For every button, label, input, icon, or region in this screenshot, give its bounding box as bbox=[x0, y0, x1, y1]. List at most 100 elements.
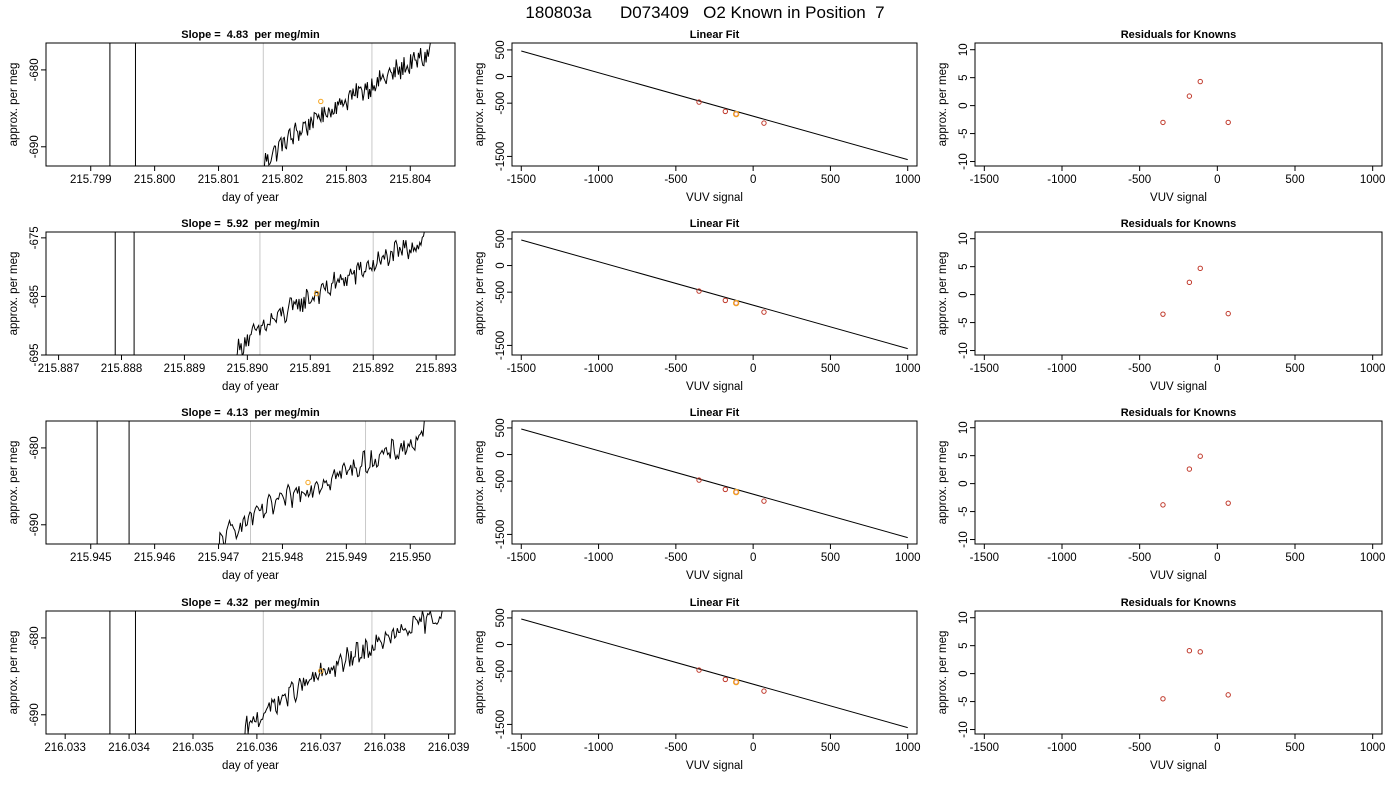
plot-frame bbox=[45, 231, 456, 356]
signal-trace bbox=[236, 232, 425, 355]
y-axis-label: approx. per meg bbox=[474, 252, 486, 336]
plot-frame bbox=[974, 610, 1383, 735]
plot-frame bbox=[511, 42, 918, 167]
x-axis-label: VUV signal bbox=[1150, 192, 1207, 204]
x-tick-label: 500 bbox=[1285, 552, 1304, 564]
x-tick-label: -1000 bbox=[584, 742, 613, 754]
panel-title: Slope = 4.13 per meg/min bbox=[181, 407, 320, 419]
known-point bbox=[722, 486, 729, 493]
y-axis-label: approx. per meg bbox=[8, 252, 20, 336]
x-tick-label: -500 bbox=[664, 552, 687, 564]
x-tick-label: -500 bbox=[1128, 363, 1151, 375]
y-tick-label: 10 bbox=[958, 421, 970, 434]
panel-r3-c2: Linear Fit -1500 -1000 -500 0 500 1000 500 0 -500… bbox=[474, 407, 921, 582]
panels-group: Slope = 4.83 per meg/min 215.799 215.800 21… bbox=[8, 29, 1385, 772]
y-tick-label: 10 bbox=[958, 43, 970, 56]
plot-area bbox=[1160, 265, 1231, 317]
x-tick-label: 1000 bbox=[1360, 742, 1386, 754]
y-tick-label: -680 bbox=[29, 58, 41, 81]
plot-frame bbox=[511, 610, 918, 735]
known-point bbox=[1197, 453, 1203, 459]
x-tick-label: 215.946 bbox=[134, 552, 176, 564]
y-tick-label: -500 bbox=[495, 281, 507, 304]
known-point bbox=[696, 99, 702, 105]
x-tick-label: 0 bbox=[1214, 742, 1220, 754]
x-tick-label: 216.036 bbox=[236, 742, 278, 754]
plot-area bbox=[521, 239, 908, 350]
y-tick-label: 500 bbox=[495, 608, 507, 627]
x-tick-label: 1000 bbox=[1360, 174, 1386, 186]
plot-area bbox=[1160, 453, 1231, 508]
x-tick-label: -1500 bbox=[507, 552, 536, 564]
plot-area bbox=[1160, 647, 1231, 702]
known-point bbox=[761, 688, 767, 694]
y-tick-label: -10 bbox=[958, 531, 970, 548]
y-tick-label: -5 bbox=[958, 696, 970, 706]
known-point bbox=[1225, 310, 1231, 317]
y-tick-label: 0 bbox=[958, 670, 970, 676]
y-tick-label: -695 bbox=[29, 343, 41, 366]
midpoint-marker bbox=[313, 290, 320, 297]
x-tick-label: 215.800 bbox=[134, 174, 176, 186]
x-tick-label: -1500 bbox=[970, 174, 999, 186]
midpoint-marker bbox=[318, 668, 324, 674]
panel-title: Residuals for Knowns bbox=[1121, 407, 1237, 419]
panel-r4-c1: Slope = 4.32 per meg/min 216.033 216.034 21… bbox=[8, 597, 469, 772]
x-tick-label: 1000 bbox=[1360, 552, 1386, 564]
plot-frame bbox=[974, 42, 1383, 167]
y-tick-label: 500 bbox=[495, 40, 507, 59]
panel-r1-c1: Slope = 4.83 per meg/min 215.799 215.800 21… bbox=[8, 29, 456, 204]
x-tick-label: 215.887 bbox=[38, 363, 80, 375]
y-tick-label: -675 bbox=[29, 226, 41, 249]
x-tick-label: 215.945 bbox=[70, 552, 112, 564]
y-tick-label: -500 bbox=[495, 92, 507, 115]
x-tick-label: -500 bbox=[664, 363, 687, 375]
y-axis-label: approx. per meg bbox=[937, 631, 949, 715]
y-tick-label: -5 bbox=[958, 128, 970, 138]
panel-title: Residuals for Knowns bbox=[1121, 29, 1237, 41]
known-point bbox=[1186, 279, 1193, 286]
panel-title: Linear Fit bbox=[690, 597, 740, 609]
y-tick-label: 0 bbox=[495, 262, 507, 268]
x-tick-label: 215.802 bbox=[262, 174, 304, 186]
midpoint-marker bbox=[732, 299, 740, 307]
fit-line bbox=[521, 428, 908, 539]
x-tick-label: 500 bbox=[1285, 742, 1304, 754]
y-tick-label: -10 bbox=[958, 342, 970, 359]
panel-r3-c1: Slope = 4.13 per meg/min 215.945 215.946 21… bbox=[8, 407, 456, 582]
panel-title: Residuals for Knowns bbox=[1121, 218, 1237, 230]
panel-title: Linear Fit bbox=[690, 218, 740, 230]
plot-area bbox=[109, 611, 443, 734]
x-tick-label: -1500 bbox=[970, 552, 999, 564]
y-tick-label: 500 bbox=[495, 418, 507, 437]
y-tick-label: 5 bbox=[958, 642, 970, 648]
y-tick-label: 0 bbox=[495, 641, 507, 647]
y-tick-label: -1500 bbox=[495, 331, 507, 360]
y-tick-label: -1500 bbox=[495, 710, 507, 739]
main-title: 180803a D073409 O2 Known in Position 7 bbox=[525, 3, 884, 22]
plot-area bbox=[1160, 78, 1231, 126]
y-tick-label: -690 bbox=[29, 513, 41, 536]
x-tick-label: -500 bbox=[1128, 552, 1151, 564]
x-tick-label: 0 bbox=[1214, 552, 1220, 564]
x-tick-label: -1500 bbox=[970, 363, 999, 375]
x-tick-label: 215.947 bbox=[198, 552, 240, 564]
y-tick-label: 10 bbox=[958, 232, 970, 245]
panel-title: Residuals for Knowns bbox=[1121, 597, 1237, 609]
x-tick-label: 215.799 bbox=[70, 174, 112, 186]
x-tick-label: -1000 bbox=[1047, 552, 1076, 564]
x-tick-label: 216.035 bbox=[172, 742, 214, 754]
x-axis-label: VUV signal bbox=[1150, 570, 1207, 582]
x-tick-label: 215.804 bbox=[389, 174, 431, 186]
x-tick-label: 215.801 bbox=[198, 174, 240, 186]
x-tick-label: 1000 bbox=[895, 552, 921, 564]
y-tick-label: 0 bbox=[495, 451, 507, 457]
panel-title: Slope = 4.83 per meg/min bbox=[181, 29, 320, 41]
x-axis-label: VUV signal bbox=[686, 570, 743, 582]
x-tick-label: -1000 bbox=[584, 363, 613, 375]
known-point bbox=[1197, 649, 1203, 655]
known-point bbox=[722, 676, 729, 683]
x-tick-label: -1500 bbox=[507, 742, 536, 754]
y-tick-label: -5 bbox=[958, 506, 970, 516]
